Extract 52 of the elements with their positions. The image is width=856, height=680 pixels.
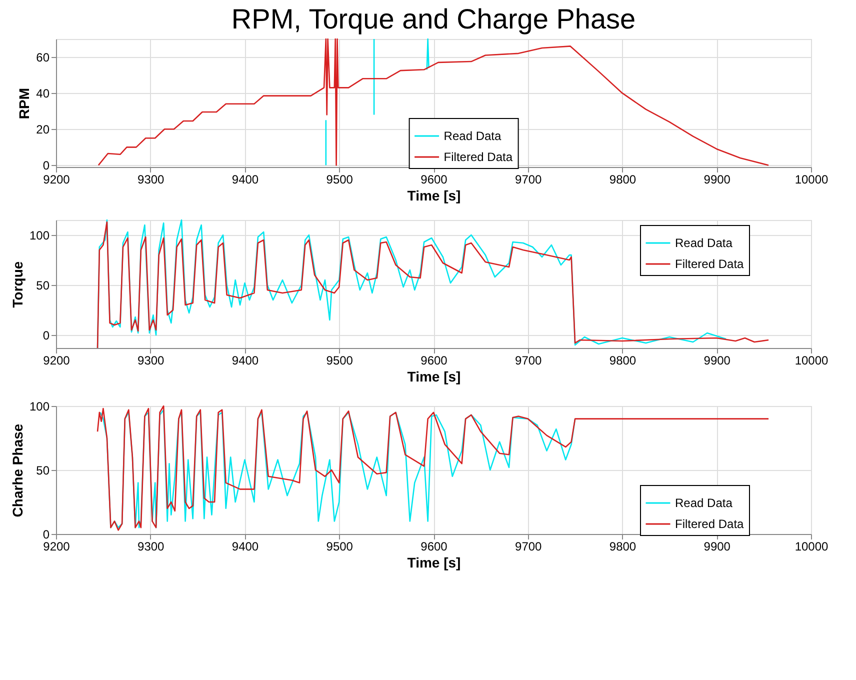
y-tick-label: 50: [36, 278, 50, 292]
x-tick-label: 9200: [43, 354, 70, 368]
x-tick-label: 9400: [232, 354, 259, 368]
x-tick-label: 9900: [704, 354, 731, 368]
x-tick-label: 10000: [794, 540, 829, 554]
y-tick-label: 40: [36, 86, 50, 101]
line-series: [98, 38, 770, 166]
x-tick-label: 9600: [420, 172, 448, 186]
x-tick-label: 9700: [515, 172, 542, 186]
legend-label: Read Data: [675, 496, 733, 510]
y-tick-label: 60: [36, 50, 50, 65]
x-tick-label: 9400: [232, 172, 259, 186]
legend-label: Read Data: [675, 236, 733, 250]
x-tick-label: 9800: [609, 172, 636, 186]
x-tick-label: 9900: [704, 540, 731, 554]
x-tick-label: 9700: [515, 354, 542, 368]
y-tick-label: 0: [42, 528, 50, 542]
y-axis-title: Torque: [9, 261, 26, 308]
legend-label: Read Data: [444, 129, 502, 143]
legend-label: Filtered Data: [675, 517, 744, 531]
chart-title: RPM, Torque and Charge Phase: [231, 3, 636, 34]
x-tick-label: 9200: [43, 172, 70, 186]
x-tick-label: 9900: [704, 172, 731, 186]
x-tick-label: 9800: [609, 354, 636, 368]
x-tick-label: 9800: [609, 540, 636, 554]
x-axis-title: Time [s]: [407, 368, 461, 384]
x-tick-label: 9400: [232, 540, 259, 554]
legend-label: Filtered Data: [675, 257, 744, 271]
y-axis-title: Charhe Phase: [9, 424, 26, 518]
x-tick-label: 9500: [326, 354, 354, 368]
y-tick-label: 100: [29, 400, 50, 414]
x-tick-label: 10000: [794, 172, 829, 186]
x-tick-label: 9300: [138, 540, 165, 554]
x-tick-label: 9300: [138, 172, 165, 186]
y-tick-label: 0: [42, 328, 50, 342]
y-axis-title: RPM: [16, 88, 32, 120]
y-tick-label: 20: [36, 122, 50, 137]
x-tick-label: 9500: [326, 172, 354, 186]
x-tick-label: 9600: [420, 354, 448, 368]
x-tick-label: 9200: [43, 540, 70, 554]
x-tick-label: 10000: [794, 354, 829, 368]
x-tick-label: 9600: [420, 540, 448, 554]
x-axis-title: Time [s]: [407, 188, 461, 204]
y-tick-label: 0: [42, 158, 50, 173]
x-tick-label: 9500: [326, 540, 354, 554]
x-axis-title: Time [s]: [407, 554, 461, 570]
y-tick-label: 100: [29, 228, 50, 242]
legend-label: Filtered Data: [444, 150, 513, 164]
line-series: [96, 405, 770, 531]
y-tick-label: 50: [36, 464, 50, 478]
x-tick-label: 9700: [515, 540, 542, 554]
x-tick-label: 9300: [138, 354, 165, 368]
